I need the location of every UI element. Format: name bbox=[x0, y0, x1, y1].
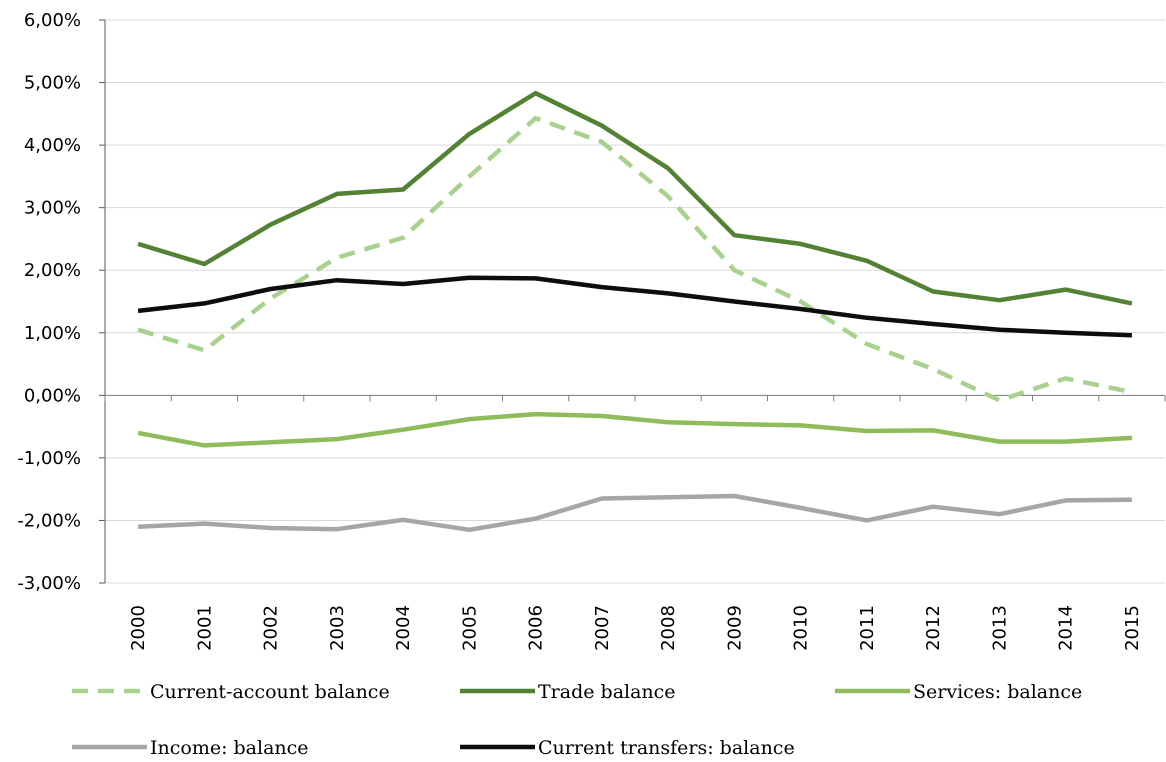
x-tick-label: 2009 bbox=[724, 605, 745, 651]
x-tick-label: 2003 bbox=[327, 605, 348, 651]
legend-label-2: Services: balance bbox=[913, 681, 1082, 703]
y-tick-label: -1,00% bbox=[17, 448, 81, 469]
y-tick-label: -2,00% bbox=[17, 510, 81, 531]
x-tick-label: 2011 bbox=[857, 605, 878, 651]
y-tick-label: 2,00% bbox=[24, 260, 81, 281]
x-tick-label: 2001 bbox=[194, 605, 215, 651]
series-line-1 bbox=[137, 90, 1133, 306]
legend-label-3: Income: balance bbox=[150, 737, 309, 759]
y-tick-label: 4,00% bbox=[24, 135, 81, 156]
x-tick-label: 2015 bbox=[1122, 605, 1143, 651]
x-tick-label: 2013 bbox=[989, 605, 1010, 651]
y-tick-label: 1,00% bbox=[24, 323, 81, 344]
y-tick-label: 3,00% bbox=[24, 198, 81, 219]
x-tick-label: 2010 bbox=[791, 605, 812, 651]
x-tick-label: 2012 bbox=[923, 605, 944, 651]
y-tick-label: 5,00% bbox=[24, 73, 81, 94]
x-tick-label: 2007 bbox=[592, 605, 613, 651]
x-tick-label: 2000 bbox=[128, 605, 149, 651]
series-line-2 bbox=[137, 411, 1133, 448]
series-line-3 bbox=[137, 493, 1132, 533]
x-axis: 2000 2001 2002 2003 2004 2005 2006 2007 2008 2009… bbox=[104, 394, 1166, 651]
x-tick-label: 2002 bbox=[261, 605, 282, 651]
x-tick-label: 2014 bbox=[1056, 605, 1077, 651]
legend-label-1: Trade balance bbox=[538, 681, 676, 703]
x-tick-label: 2006 bbox=[526, 605, 547, 651]
y-tick-label: 6,00% bbox=[24, 10, 81, 31]
legend: Current-account balance Trade balance Serv… bbox=[72, 681, 1082, 759]
series-line-0 bbox=[137, 115, 1133, 403]
x-tick-label: 2004 bbox=[393, 605, 414, 651]
legend-label-0: Current-account balance bbox=[150, 681, 390, 703]
x-tick-label: 2008 bbox=[658, 605, 679, 651]
x-tick-label: 2005 bbox=[459, 605, 480, 651]
series-lines bbox=[137, 90, 1133, 533]
legend-label-4: Current transfers: balance bbox=[538, 737, 795, 759]
y-tick-label: -3,00% bbox=[17, 573, 81, 594]
y-axis: -3,00% -2,00% -1,00% 0,00% 1,00% 2,00% 3,00% 4,… bbox=[17, 10, 106, 594]
series-line-4 bbox=[137, 275, 1132, 338]
y-tick-label: 0,00% bbox=[24, 385, 81, 406]
